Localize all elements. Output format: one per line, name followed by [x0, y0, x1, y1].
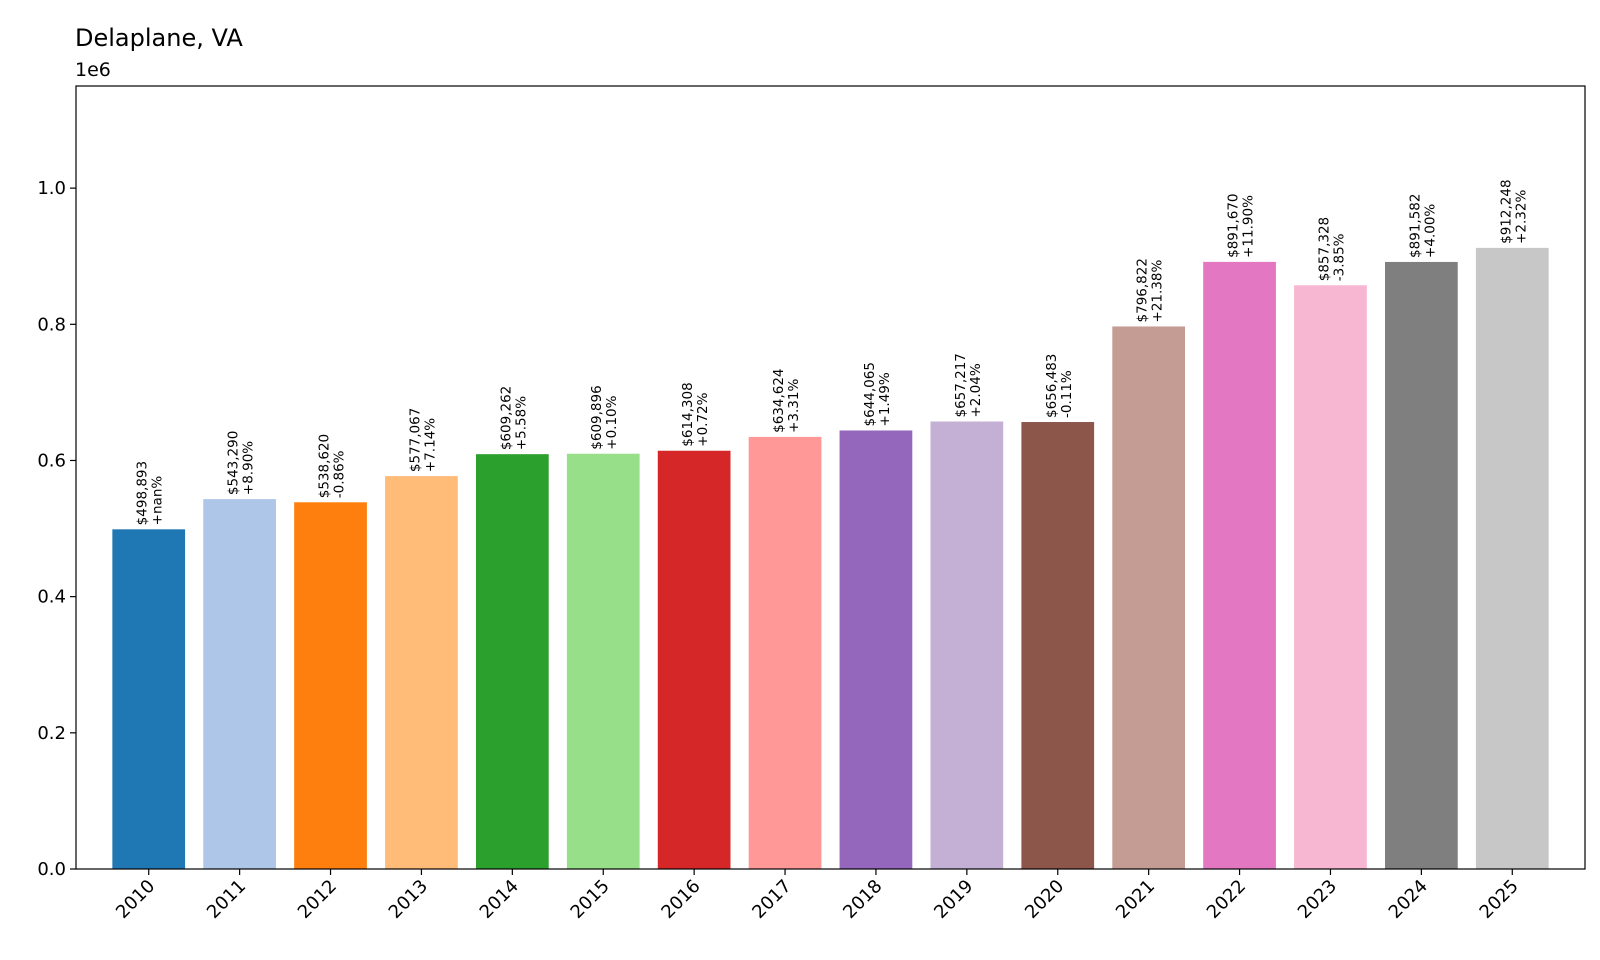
- x-tick-label-2015: 2015: [567, 876, 614, 923]
- bar-change-label-2023: -3.85%: [1331, 233, 1347, 281]
- bar-2023: [1294, 285, 1367, 869]
- x-tick-label-2011: 2011: [203, 876, 250, 923]
- x-tick-label-2025: 2025: [1476, 876, 1523, 923]
- bar-2014: [475, 454, 549, 869]
- bar-value-label-2016: $614,308: [680, 382, 696, 446]
- bar-2016: [657, 450, 731, 869]
- bar-value-label-2013: $577,067: [407, 408, 423, 472]
- x-tick-label-2020: 2020: [1021, 876, 1068, 923]
- bar-value-label-2019: $657,217: [953, 353, 969, 417]
- bar-change-label-2018: +1.49%: [877, 372, 893, 426]
- y-tick-label: 0.6: [37, 450, 66, 471]
- bar-labels-group: $498,893 +nan% $543,290 +8.90% $538,620 -0.86…: [135, 179, 1530, 525]
- bar-value-label-2025: $912,248: [1498, 179, 1514, 243]
- x-tick-label-2016: 2016: [657, 876, 704, 923]
- bar-change-label-2016: +0.72%: [695, 392, 711, 446]
- y-tick-label: 1.0: [37, 178, 66, 199]
- y-axis: 0.0 0.2 0.4 0.6 0.8 1.0: [37, 178, 76, 880]
- bar-2018: [839, 430, 913, 869]
- bar-2010: [112, 529, 186, 869]
- y-tick-label: 0.2: [37, 723, 66, 744]
- bar-2012: [294, 502, 367, 869]
- plot-frame: [75, 85, 1586, 870]
- bar-value-label-2015: $609,896: [589, 385, 605, 449]
- bar-change-label-2014: +5.58%: [513, 396, 529, 450]
- x-tick-label-2014: 2014: [476, 876, 523, 923]
- x-tick-label-2012: 2012: [294, 876, 341, 923]
- bar-value-label-2012: $538,620: [317, 434, 333, 498]
- y-tick-label: 0.0: [37, 859, 66, 880]
- bar-value-label-2022: $891,670: [1226, 193, 1242, 257]
- bar-2022: [1203, 261, 1276, 869]
- bar-change-label-2017: +3.31%: [786, 379, 802, 433]
- bar-change-label-2025: +2.32%: [1513, 190, 1529, 244]
- x-axis: 2010 2011 2012 2013 2014 2015 2016 2017 2018 2019…: [112, 869, 1523, 923]
- bar-change-label-2013: +7.14%: [422, 418, 438, 472]
- bar-change-label-2024: +4.00%: [1422, 204, 1438, 258]
- x-tick-label-2023: 2023: [1294, 876, 1341, 923]
- bar-change-label-2020: -0.11%: [1059, 370, 1075, 418]
- y-tick-label: 0.4: [37, 587, 66, 608]
- x-tick-label-2017: 2017: [748, 876, 795, 923]
- bar-2011: [203, 499, 276, 869]
- bar-change-label-2022: +11.90%: [1241, 195, 1257, 258]
- bar-value-label-2010: $498,893: [135, 461, 151, 525]
- y-axis-offset-label: 1e6: [75, 59, 111, 81]
- x-tick-label-2024: 2024: [1385, 876, 1432, 923]
- bar-change-label-2011: +8.90%: [241, 441, 257, 495]
- x-tick-label-2021: 2021: [1112, 876, 1159, 923]
- bar-change-label-2015: +0.10%: [604, 395, 620, 449]
- y-tick-label: 0.8: [37, 314, 66, 335]
- bar-2013: [385, 476, 458, 869]
- bar-2021: [1112, 326, 1186, 870]
- bar-value-label-2021: $796,822: [1135, 258, 1151, 322]
- chart-title: Delaplane, VA: [75, 24, 243, 52]
- bar-change-label-2012: -0.86%: [332, 450, 348, 498]
- bar-change-label-2010: +nan%: [150, 476, 166, 526]
- bar-value-label-2014: $609,262: [498, 386, 514, 450]
- bar-value-label-2024: $891,582: [1407, 194, 1423, 258]
- x-tick-label-2019: 2019: [930, 876, 977, 923]
- bar-value-label-2018: $644,065: [862, 362, 878, 426]
- x-tick-label-2010: 2010: [112, 876, 159, 923]
- bar-2025: [1475, 247, 1549, 869]
- bar-value-label-2011: $543,290: [226, 431, 242, 495]
- bar-change-label-2019: +2.04%: [968, 363, 984, 417]
- bar-2019: [930, 421, 1004, 869]
- bars-group: [112, 247, 1549, 870]
- x-tick-label-2018: 2018: [839, 876, 886, 923]
- x-tick-label-2022: 2022: [1203, 876, 1250, 923]
- x-tick-label-2013: 2013: [385, 876, 432, 923]
- bar-2017: [748, 436, 822, 869]
- bar-change-label-2021: +21.38%: [1150, 260, 1166, 323]
- bar-value-label-2023: $857,328: [1316, 217, 1332, 281]
- bar-value-label-2020: $656,483: [1044, 354, 1060, 418]
- bar-2020: [1021, 422, 1095, 869]
- bar-2015: [566, 453, 640, 869]
- bar-value-label-2017: $634,624: [771, 368, 787, 432]
- bar-2024: [1385, 261, 1458, 869]
